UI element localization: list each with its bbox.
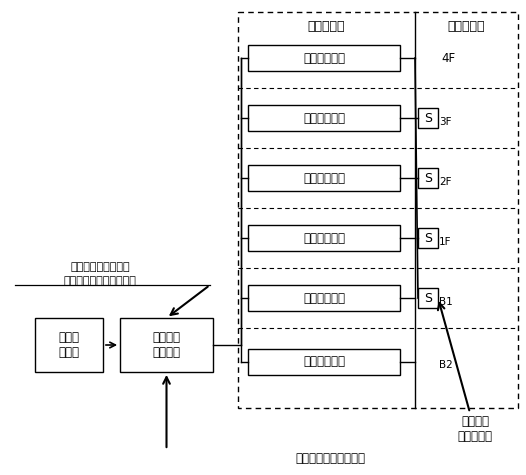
Bar bbox=[418, 108, 438, 128]
Text: 誘導音装置等: 誘導音装置等 bbox=[303, 51, 345, 65]
Bar bbox=[248, 165, 400, 191]
Bar bbox=[248, 45, 400, 71]
Text: 自火報
受信機: 自火報 受信機 bbox=[58, 331, 79, 359]
Text: S: S bbox=[424, 231, 432, 245]
Text: 誘導音・点滅信号端子: 誘導音・点滅信号端子 bbox=[295, 452, 365, 465]
Text: S: S bbox=[424, 171, 432, 184]
Text: （階段室）: （階段室） bbox=[448, 20, 485, 33]
Text: B1: B1 bbox=[439, 297, 453, 307]
Bar bbox=[248, 225, 400, 251]
Text: 誘導音装置等: 誘導音装置等 bbox=[303, 292, 345, 304]
Text: 誘導音装置等: 誘導音装置等 bbox=[303, 112, 345, 124]
Text: S: S bbox=[424, 112, 432, 124]
Text: 4F: 4F bbox=[441, 51, 455, 65]
Text: 2F: 2F bbox=[439, 177, 451, 187]
Text: 3F: 3F bbox=[439, 117, 451, 127]
Text: 移報端子（｢接点）: 移報端子（｢接点） bbox=[70, 262, 130, 272]
Bar bbox=[248, 349, 400, 374]
Text: B2: B2 bbox=[439, 361, 453, 370]
Bar bbox=[418, 168, 438, 188]
Text: 誘導灯用
信号装置: 誘導灯用 信号装置 bbox=[153, 331, 180, 359]
Bar bbox=[248, 105, 400, 131]
Text: 誘導音装置等: 誘導音装置等 bbox=[303, 171, 345, 184]
Text: 1F: 1F bbox=[439, 237, 451, 247]
Bar bbox=[418, 228, 438, 248]
Text: （代表無電圧接点出力）: （代表無電圧接点出力） bbox=[64, 276, 136, 286]
Bar bbox=[418, 288, 438, 308]
Text: （居　室）: （居 室） bbox=[308, 20, 345, 33]
Text: 誘導音装置等: 誘導音装置等 bbox=[303, 355, 345, 368]
Text: S: S bbox=[424, 292, 432, 304]
Bar bbox=[248, 285, 400, 311]
Text: 煙感知器
（停止用）: 煙感知器 （停止用） bbox=[458, 415, 492, 443]
Bar bbox=[35, 318, 103, 372]
Text: 誘導音装置等: 誘導音装置等 bbox=[303, 231, 345, 245]
Bar bbox=[120, 318, 213, 372]
